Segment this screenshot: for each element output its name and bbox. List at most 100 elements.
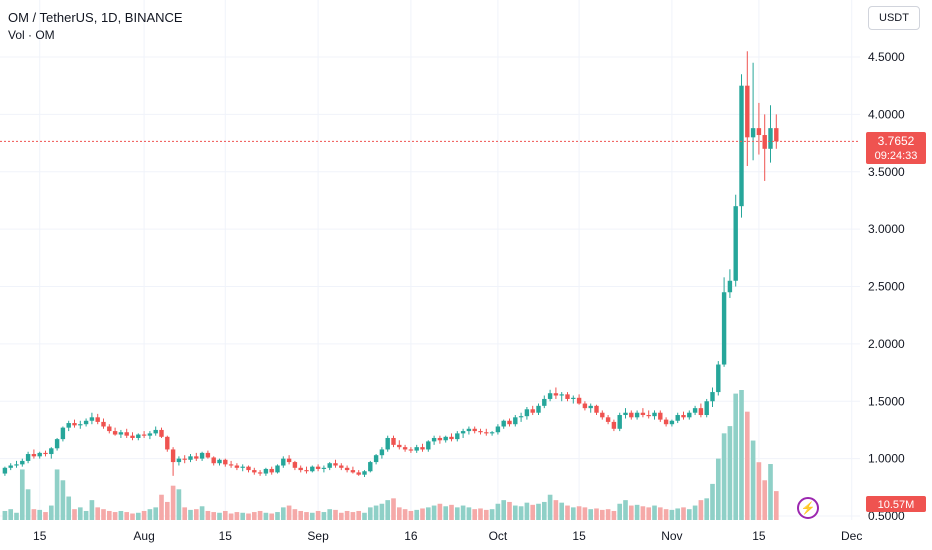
candle-body: [124, 432, 129, 436]
volume-bar: [739, 390, 744, 520]
candle-body: [130, 435, 135, 438]
candle-body: [408, 449, 414, 451]
volume-bar: [2, 510, 8, 520]
volume-bar: [570, 507, 576, 520]
candle-body: [66, 423, 71, 428]
price-badge-countdown: 09:24:33: [875, 150, 918, 162]
candle-body: [617, 415, 622, 429]
volume-bar: [222, 510, 228, 520]
x-tick-label: 15: [219, 529, 233, 543]
lightning-bolt-icon[interactable]: ⚡: [797, 497, 819, 519]
volume-bar: [530, 504, 536, 520]
candle-body: [611, 421, 617, 429]
candle-body: [762, 135, 767, 149]
candle-body: [681, 415, 686, 418]
currency-button[interactable]: USDT: [868, 6, 920, 30]
candle-body: [263, 468, 269, 474]
x-tick-label: 15: [572, 529, 586, 543]
candle-body: [379, 449, 385, 456]
candle-body: [501, 420, 506, 427]
candle-body: [640, 412, 646, 416]
volume-bar: [628, 505, 634, 520]
candle-body: [368, 462, 373, 472]
volume-bar: [483, 509, 489, 520]
volume-bar: [756, 462, 762, 520]
candle-body: [385, 437, 390, 450]
volume-bar: [159, 494, 164, 520]
badges: 3.7652 09:24:33 10.57M: [866, 132, 926, 512]
volume-bar: [750, 440, 756, 520]
candle-body: [397, 444, 402, 448]
candle-body: [553, 393, 559, 396]
volume-bar: [524, 502, 530, 520]
volume-bar: [385, 500, 391, 520]
volume-bar: [536, 503, 541, 520]
volume-bar: [454, 507, 460, 520]
volume-bar: [391, 498, 396, 520]
volume-bar: [275, 512, 280, 520]
candle-body: [391, 437, 396, 445]
volume-bar: [309, 512, 315, 520]
volume-bar: [356, 510, 362, 520]
candle-body: [524, 409, 530, 417]
candle-body: [182, 458, 187, 460]
candle-body: [774, 128, 779, 142]
volume-bar: [472, 509, 478, 520]
candle-body: [223, 459, 228, 465]
candle-body: [205, 452, 211, 458]
candle-body: [72, 423, 77, 426]
volume-bar: [675, 508, 681, 520]
volume-bar: [611, 510, 617, 520]
candle-body: [721, 292, 727, 365]
candle-body: [426, 441, 431, 450]
volume-bar: [478, 508, 483, 520]
volume-bar: [559, 502, 565, 520]
candle-body: [333, 463, 338, 466]
candle-body: [43, 452, 48, 455]
candle-body: [460, 431, 466, 434]
candle-body: [176, 458, 182, 463]
volume-bar: [48, 505, 54, 520]
candle-body: [257, 472, 263, 474]
candle-body: [600, 412, 605, 418]
volume-bars: [2, 390, 779, 520]
candle-body: [321, 467, 327, 469]
volume-bar: [507, 501, 512, 520]
candle-body: [513, 417, 518, 425]
price-badge-price: 3.7652: [878, 134, 915, 148]
volume-bar: [344, 510, 350, 520]
candles: [2, 51, 779, 477]
volume-badge-value: 10.57M: [878, 499, 915, 511]
candle-body: [756, 128, 762, 136]
volume-bar: [704, 498, 710, 520]
volume-bar: [495, 503, 501, 520]
volume-bar: [54, 469, 60, 520]
volume-bar: [228, 513, 234, 520]
volume-bar: [118, 510, 124, 520]
candle-body: [8, 465, 13, 468]
candle-body: [402, 447, 408, 450]
volume-bar: [333, 509, 338, 520]
volume-bar: [396, 507, 402, 520]
volume-bar: [721, 433, 727, 520]
volume-bar: [164, 501, 170, 520]
volume-bar: [379, 503, 385, 520]
volume-bar: [304, 512, 309, 520]
x-tick-label: 15: [33, 529, 47, 543]
volume-bar: [130, 513, 135, 520]
volume-bar: [744, 411, 750, 520]
volume-bar: [246, 513, 251, 520]
y-tick-label: 1.0000: [868, 452, 905, 466]
candle-body: [37, 452, 42, 457]
candle-body: [234, 465, 240, 468]
candle-body: [768, 128, 773, 149]
volume-bar: [605, 509, 611, 520]
candle-body: [194, 456, 199, 459]
candle-body: [565, 394, 570, 399]
x-tick-label: Aug: [133, 529, 154, 543]
candle-body: [687, 412, 692, 418]
y-tick-label: 2.0000: [868, 337, 905, 351]
candle-body: [252, 470, 257, 473]
candle-body: [310, 466, 315, 472]
volume-bar: [182, 507, 188, 520]
